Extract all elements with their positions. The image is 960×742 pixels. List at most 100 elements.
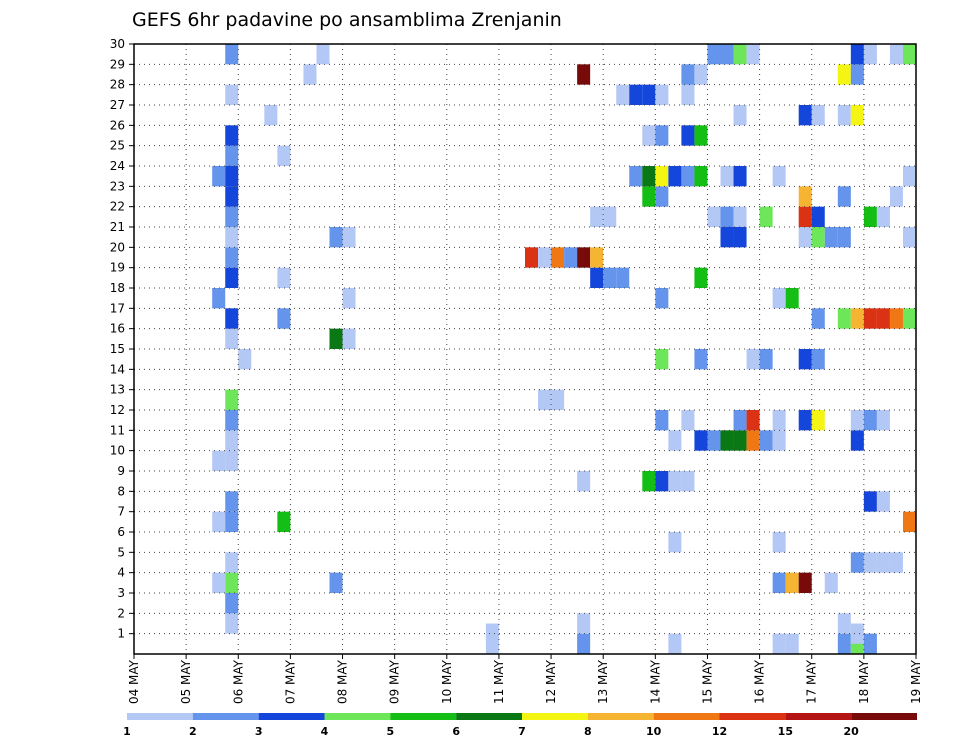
- x-tick-label: 19 MAY: [909, 659, 923, 704]
- y-tick-label: 18: [110, 281, 125, 295]
- y-tick-label: 6: [117, 525, 125, 539]
- heatmap-cell: [694, 267, 708, 288]
- heatmap-cell: [316, 44, 330, 65]
- heatmap-cell: [798, 572, 812, 593]
- x-tick-label: 14 MAY: [648, 659, 662, 704]
- heatmap-cell: [733, 206, 747, 227]
- legend-swatch: [258, 713, 325, 720]
- heatmap-cell: [837, 105, 851, 126]
- heatmap-cell: [733, 105, 747, 126]
- legend-swatch: [785, 713, 852, 720]
- heatmap-cell: [538, 247, 552, 268]
- y-tick-label: 24: [110, 159, 125, 173]
- heatmap-cell: [238, 349, 252, 370]
- x-tick-label: 13 MAY: [596, 659, 610, 704]
- y-tick-label: 19: [110, 261, 125, 275]
- heatmap-cell: [720, 44, 734, 65]
- heatmap-cell: [225, 166, 239, 187]
- heatmap-cell: [889, 308, 903, 329]
- heatmap-cell: [225, 44, 239, 65]
- heatmap-cell: [876, 552, 890, 573]
- heatmap-cell: [863, 552, 877, 573]
- legend-label: 15: [778, 725, 793, 738]
- heatmap-cell: [590, 206, 604, 227]
- legend-label: 20: [844, 725, 860, 738]
- y-tick-label: 7: [117, 505, 125, 519]
- gridlines: [133, 43, 917, 654]
- heatmap-cell: [681, 410, 695, 431]
- heatmap-cell: [876, 491, 890, 512]
- heatmap-cell: [824, 227, 838, 248]
- heatmap-cell: [225, 186, 239, 207]
- heatmap-cell: [225, 125, 239, 146]
- heatmap-cell: [785, 288, 799, 309]
- heatmap-cell: [225, 613, 239, 634]
- heatmap-cell: [798, 410, 812, 431]
- heatmap-cell: [798, 349, 812, 370]
- heatmap-cell: [655, 288, 669, 309]
- heatmap-cell: [603, 267, 617, 288]
- x-tick-label: 04 MAY: [127, 659, 141, 704]
- heatmap-cell: [590, 267, 604, 288]
- y-tick-label: 17: [110, 301, 125, 315]
- heatmap-cell: [720, 206, 734, 227]
- heatmap-cell: [655, 186, 669, 207]
- heatmap-cell: [772, 532, 786, 553]
- heatmap-cell: [863, 633, 877, 654]
- heatmap-cell: [902, 166, 916, 187]
- y-tick-label: 14: [110, 362, 125, 376]
- heatmap-cell: [902, 44, 916, 65]
- heatmap-cell: [863, 206, 877, 227]
- heatmap-cell: [811, 349, 825, 370]
- y-tick-label: 1: [117, 627, 125, 641]
- heatmap-cell: [811, 410, 825, 431]
- legend-label: 8: [584, 725, 592, 738]
- heatmap-cell: [902, 308, 916, 329]
- x-tick-label: 08 MAY: [336, 659, 350, 704]
- heatmap-cell: [811, 105, 825, 126]
- heatmap-cell: [225, 552, 239, 573]
- heatmap-cell: [629, 84, 643, 105]
- heatmap-cell: [225, 145, 239, 166]
- heatmap-cell: [863, 491, 877, 512]
- heatmap-cell: [811, 308, 825, 329]
- heatmap-cell: [225, 84, 239, 105]
- heatmap-cell: [746, 349, 760, 370]
- legend-swatch: [719, 713, 786, 720]
- heatmap-cell: [837, 227, 851, 248]
- heatmap-cell: [225, 267, 239, 288]
- heatmap-cell: [642, 471, 656, 492]
- heatmap-cell: [655, 349, 669, 370]
- heatmap-cell: [329, 227, 343, 248]
- legend-label: 3: [255, 725, 263, 738]
- legend-swatch: [127, 713, 193, 720]
- heatmap-cell: [902, 227, 916, 248]
- legend-swatch: [587, 713, 654, 720]
- y-tick-label: 21: [110, 220, 125, 234]
- heatmap-cell: [277, 308, 291, 329]
- y-axis: 1234567891011121314151617181920212223242…: [110, 37, 134, 641]
- heatmap-cell: [902, 511, 916, 532]
- legend-label: 4: [321, 725, 329, 738]
- heatmap-cell: [577, 613, 591, 634]
- heatmap-cell: [863, 308, 877, 329]
- heatmap-cell: [850, 44, 864, 65]
- heatmap-cell: [720, 227, 734, 248]
- heatmap-cell: [668, 471, 682, 492]
- x-tick-label: 07 MAY: [283, 659, 297, 704]
- heatmap-cells: [212, 44, 916, 654]
- y-tick-label: 16: [110, 322, 125, 336]
- heatmap-cell: [837, 64, 851, 85]
- heatmap-cell: [577, 247, 591, 268]
- heatmap-cell: [876, 206, 890, 227]
- y-tick-label: 12: [110, 403, 125, 417]
- x-tick-label: 18 MAY: [857, 659, 871, 704]
- heatmap-cell: [329, 328, 343, 349]
- heatmap-cell: [746, 44, 760, 65]
- heatmap-cell: [759, 430, 773, 451]
- heatmap-cell: [798, 186, 812, 207]
- x-tick-label: 16 MAY: [753, 659, 767, 704]
- heatmap-cell: [277, 511, 291, 532]
- heatmap-cell: [785, 572, 799, 593]
